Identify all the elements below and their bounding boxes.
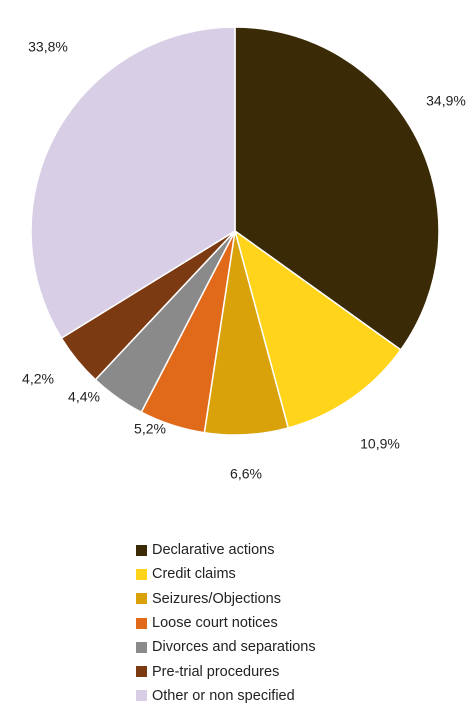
legend-label: Other or non specified [152, 687, 295, 704]
pie-slices [30, 26, 440, 436]
legend-item: Declarative actions [136, 538, 316, 562]
legend-label: Seizures/Objections [152, 590, 281, 607]
pie-slice-credit-claims [234, 230, 402, 429]
slice-value-label: 5,2% [134, 421, 166, 437]
pie-slice-other-or-non-specified [30, 26, 236, 339]
slice-value-label: 33,8% [28, 39, 68, 55]
legend-label: Pre-trial procedures [152, 663, 280, 680]
legend-swatch [136, 690, 147, 702]
legend-item: Loose court notices [136, 611, 316, 635]
legend-label: Credit claims [152, 566, 236, 583]
legend-item: Credit claims [136, 562, 316, 586]
pie-slice-declarative-actions [234, 26, 440, 351]
legend-label: Divorces and separations [152, 639, 316, 656]
legend-item: Seizures/Objections [136, 587, 316, 611]
slice-value-label: 10,9% [360, 436, 400, 452]
slice-value-label: 6,6% [230, 466, 262, 482]
slice-value-label: 4,4% [68, 389, 100, 405]
pie-value-labels: 34,9% 10,9% 6,6% 5,2% 4,4% 4,2% 33,8% [22, 39, 466, 482]
legend-label: Declarative actions [152, 542, 275, 559]
legend-swatch [136, 666, 147, 678]
legend-swatch [136, 593, 147, 605]
slice-value-label: 4,2% [22, 371, 54, 387]
chart-legend: Declarative actions Credit claims Seizures… [136, 538, 316, 708]
legend-item: Divorces and separations [136, 635, 316, 659]
legend-label: Loose court notices [152, 615, 278, 632]
legend-swatch [136, 617, 147, 629]
legend-item: Pre-trial procedures [136, 659, 316, 683]
pie-chart: 34,9% 10,9% 6,6% 5,2% 4,4% 4,2% 33,8% [22, 26, 466, 482]
slice-value-label: 34,9% [426, 93, 466, 109]
legend-swatch [136, 641, 147, 653]
legend-swatch [136, 568, 147, 580]
legend-swatch [136, 544, 147, 556]
legend-item: Other or non specified [136, 684, 316, 708]
